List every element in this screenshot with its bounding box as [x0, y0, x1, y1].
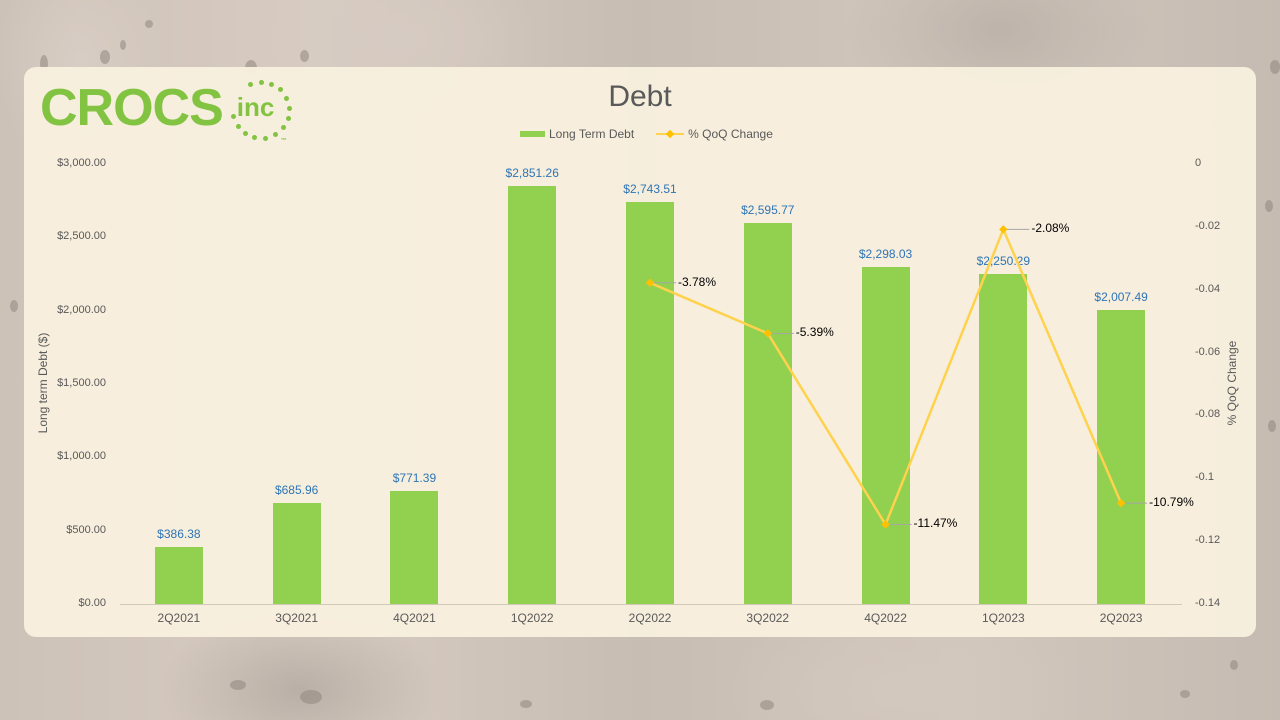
- y-tick-left: $1,000.00: [57, 450, 106, 463]
- y-tick-left: $500.00: [66, 523, 106, 536]
- x-tick-label: 4Q2022: [864, 611, 907, 625]
- bar-value-label: $685.96: [274, 483, 319, 498]
- shoe-hole-decoration: [10, 300, 18, 312]
- legend-item-debt: Long Term Debt: [549, 127, 635, 141]
- legend-bar-swatch-icon: [520, 131, 545, 137]
- qoq-marker-icon: [1116, 498, 1126, 508]
- shoe-hole-decoration: [760, 700, 774, 710]
- qoq-marker-icon: [881, 520, 890, 529]
- y-tick-left: $0.00: [78, 597, 106, 609]
- shoe-hole-decoration: [100, 50, 110, 64]
- qoq-value-label: -10.79%: [1149, 495, 1194, 510]
- logo-dot-icon: [277, 87, 283, 93]
- logo-dot-icon: [242, 131, 248, 137]
- bar-3Q2022: [743, 223, 792, 604]
- bar-value-label: $771.39: [392, 470, 437, 485]
- logo-dot-icon: [252, 135, 258, 141]
- qoq-value-label: -5.39%: [795, 325, 834, 340]
- bar-2Q2022: [626, 201, 674, 604]
- x-tick-label: 2Q2022: [628, 611, 672, 625]
- logo-inc-badge: inc ™: [229, 76, 293, 144]
- shoe-hole-decoration: [520, 700, 532, 708]
- bar-2Q2021: [154, 547, 203, 604]
- qoq-value-label: -11.47%: [913, 516, 958, 531]
- shoe-hole-decoration: [1268, 420, 1276, 432]
- bar-value-label: $2,851.26: [505, 165, 559, 180]
- logo-brand: CROCS: [40, 79, 224, 137]
- x-tick-label: 2Q2023: [1099, 611, 1143, 625]
- shoe-hole-decoration: [1265, 200, 1273, 212]
- y-tick-left: $2,500.00: [57, 230, 106, 243]
- y-tick-right: -0.14: [1195, 597, 1221, 609]
- bar-value-label: $2,007.49: [1094, 289, 1148, 304]
- crocs-logo: CROCS inc ™: [40, 76, 293, 144]
- logo-dot-icon: [248, 81, 254, 87]
- y-tick-right: -0.12: [1195, 534, 1221, 547]
- x-tick-label: 3Q2021: [275, 611, 318, 625]
- qoq-marker-icon: [645, 278, 655, 288]
- logo-dot-icon: [285, 116, 291, 122]
- y-tick-left: $1,500.00: [57, 377, 106, 389]
- shoe-hole-decoration: [1270, 60, 1280, 74]
- shoe-hole-decoration: [145, 20, 153, 28]
- bar-value-label: $2,595.77: [741, 203, 795, 218]
- logo-suffix: inc: [236, 92, 275, 122]
- bar-value-label: $386.38: [157, 527, 201, 542]
- legend-item-qoq: % QoQ Change: [688, 127, 773, 141]
- y-tick-right: -0.1: [1195, 471, 1214, 484]
- logo-dot-icon: [286, 105, 292, 111]
- logo-dot-icon: [258, 80, 264, 85]
- legend-line-swatch-icon: [656, 133, 685, 135]
- bar-3Q2021: [272, 503, 321, 604]
- qoq-marker-icon: [763, 329, 773, 338]
- qoq-value-label: -3.78%: [678, 274, 717, 289]
- qoq-value-label: -2.08%: [1031, 221, 1070, 236]
- chart-title: Debt: [608, 80, 672, 113]
- logo-dot-icon: [235, 123, 241, 129]
- shoe-hole-decoration: [230, 680, 246, 690]
- logo-dot-icon: [231, 114, 237, 120]
- qoq-marker-icon: [999, 225, 1008, 234]
- x-tick-label: 1Q2023: [981, 611, 1025, 625]
- shoe-hole-decoration: [300, 50, 309, 62]
- x-tick-label: 4Q2021: [393, 611, 436, 625]
- chart-legend: Long Term Debt % QoQ Change: [520, 127, 773, 141]
- logo-dot-icon: [284, 95, 289, 101]
- shoe-hole-decoration: [1180, 690, 1190, 698]
- logo-dot-icon: [262, 135, 268, 141]
- logo-dot-icon: [268, 81, 274, 87]
- y-tick-right: -0.08: [1195, 408, 1221, 421]
- bar-value-label: $2,743.51: [623, 181, 677, 196]
- x-tick-label: 3Q2022: [746, 611, 790, 625]
- x-axis-line: [120, 604, 1182, 605]
- bar-1Q2022: [508, 185, 557, 604]
- logo-trademark: ™: [280, 138, 287, 144]
- bar-value-label: $2,298.03: [858, 246, 913, 261]
- qoq-line: [649, 226, 1123, 528]
- bar-1Q2023: [979, 273, 1028, 604]
- shoe-hole-decoration: [40, 55, 48, 73]
- x-tick-label: 1Q2022: [510, 611, 554, 625]
- shoe-hole-decoration: [120, 40, 126, 50]
- x-tick-label: 2Q2021: [157, 611, 201, 625]
- y-tick-right: 0: [1195, 157, 1202, 169]
- shoe-hole-decoration: [300, 690, 322, 704]
- y-tick-right: -0.04: [1195, 282, 1221, 295]
- y-tick-left: $2,000.00: [57, 303, 106, 316]
- y-tick-right: -0.06: [1195, 345, 1221, 358]
- bar-4Q2021: [390, 490, 439, 604]
- shoe-hole-decoration: [1230, 660, 1238, 670]
- y-tick-right: -0.02: [1195, 219, 1221, 232]
- logo-dot-icon: [272, 132, 278, 138]
- y-tick-left: $3,000.00: [57, 157, 106, 169]
- bar-2Q2023: [1097, 309, 1146, 604]
- bar-4Q2022: [861, 266, 910, 604]
- logo-dot-icon: [280, 125, 286, 131]
